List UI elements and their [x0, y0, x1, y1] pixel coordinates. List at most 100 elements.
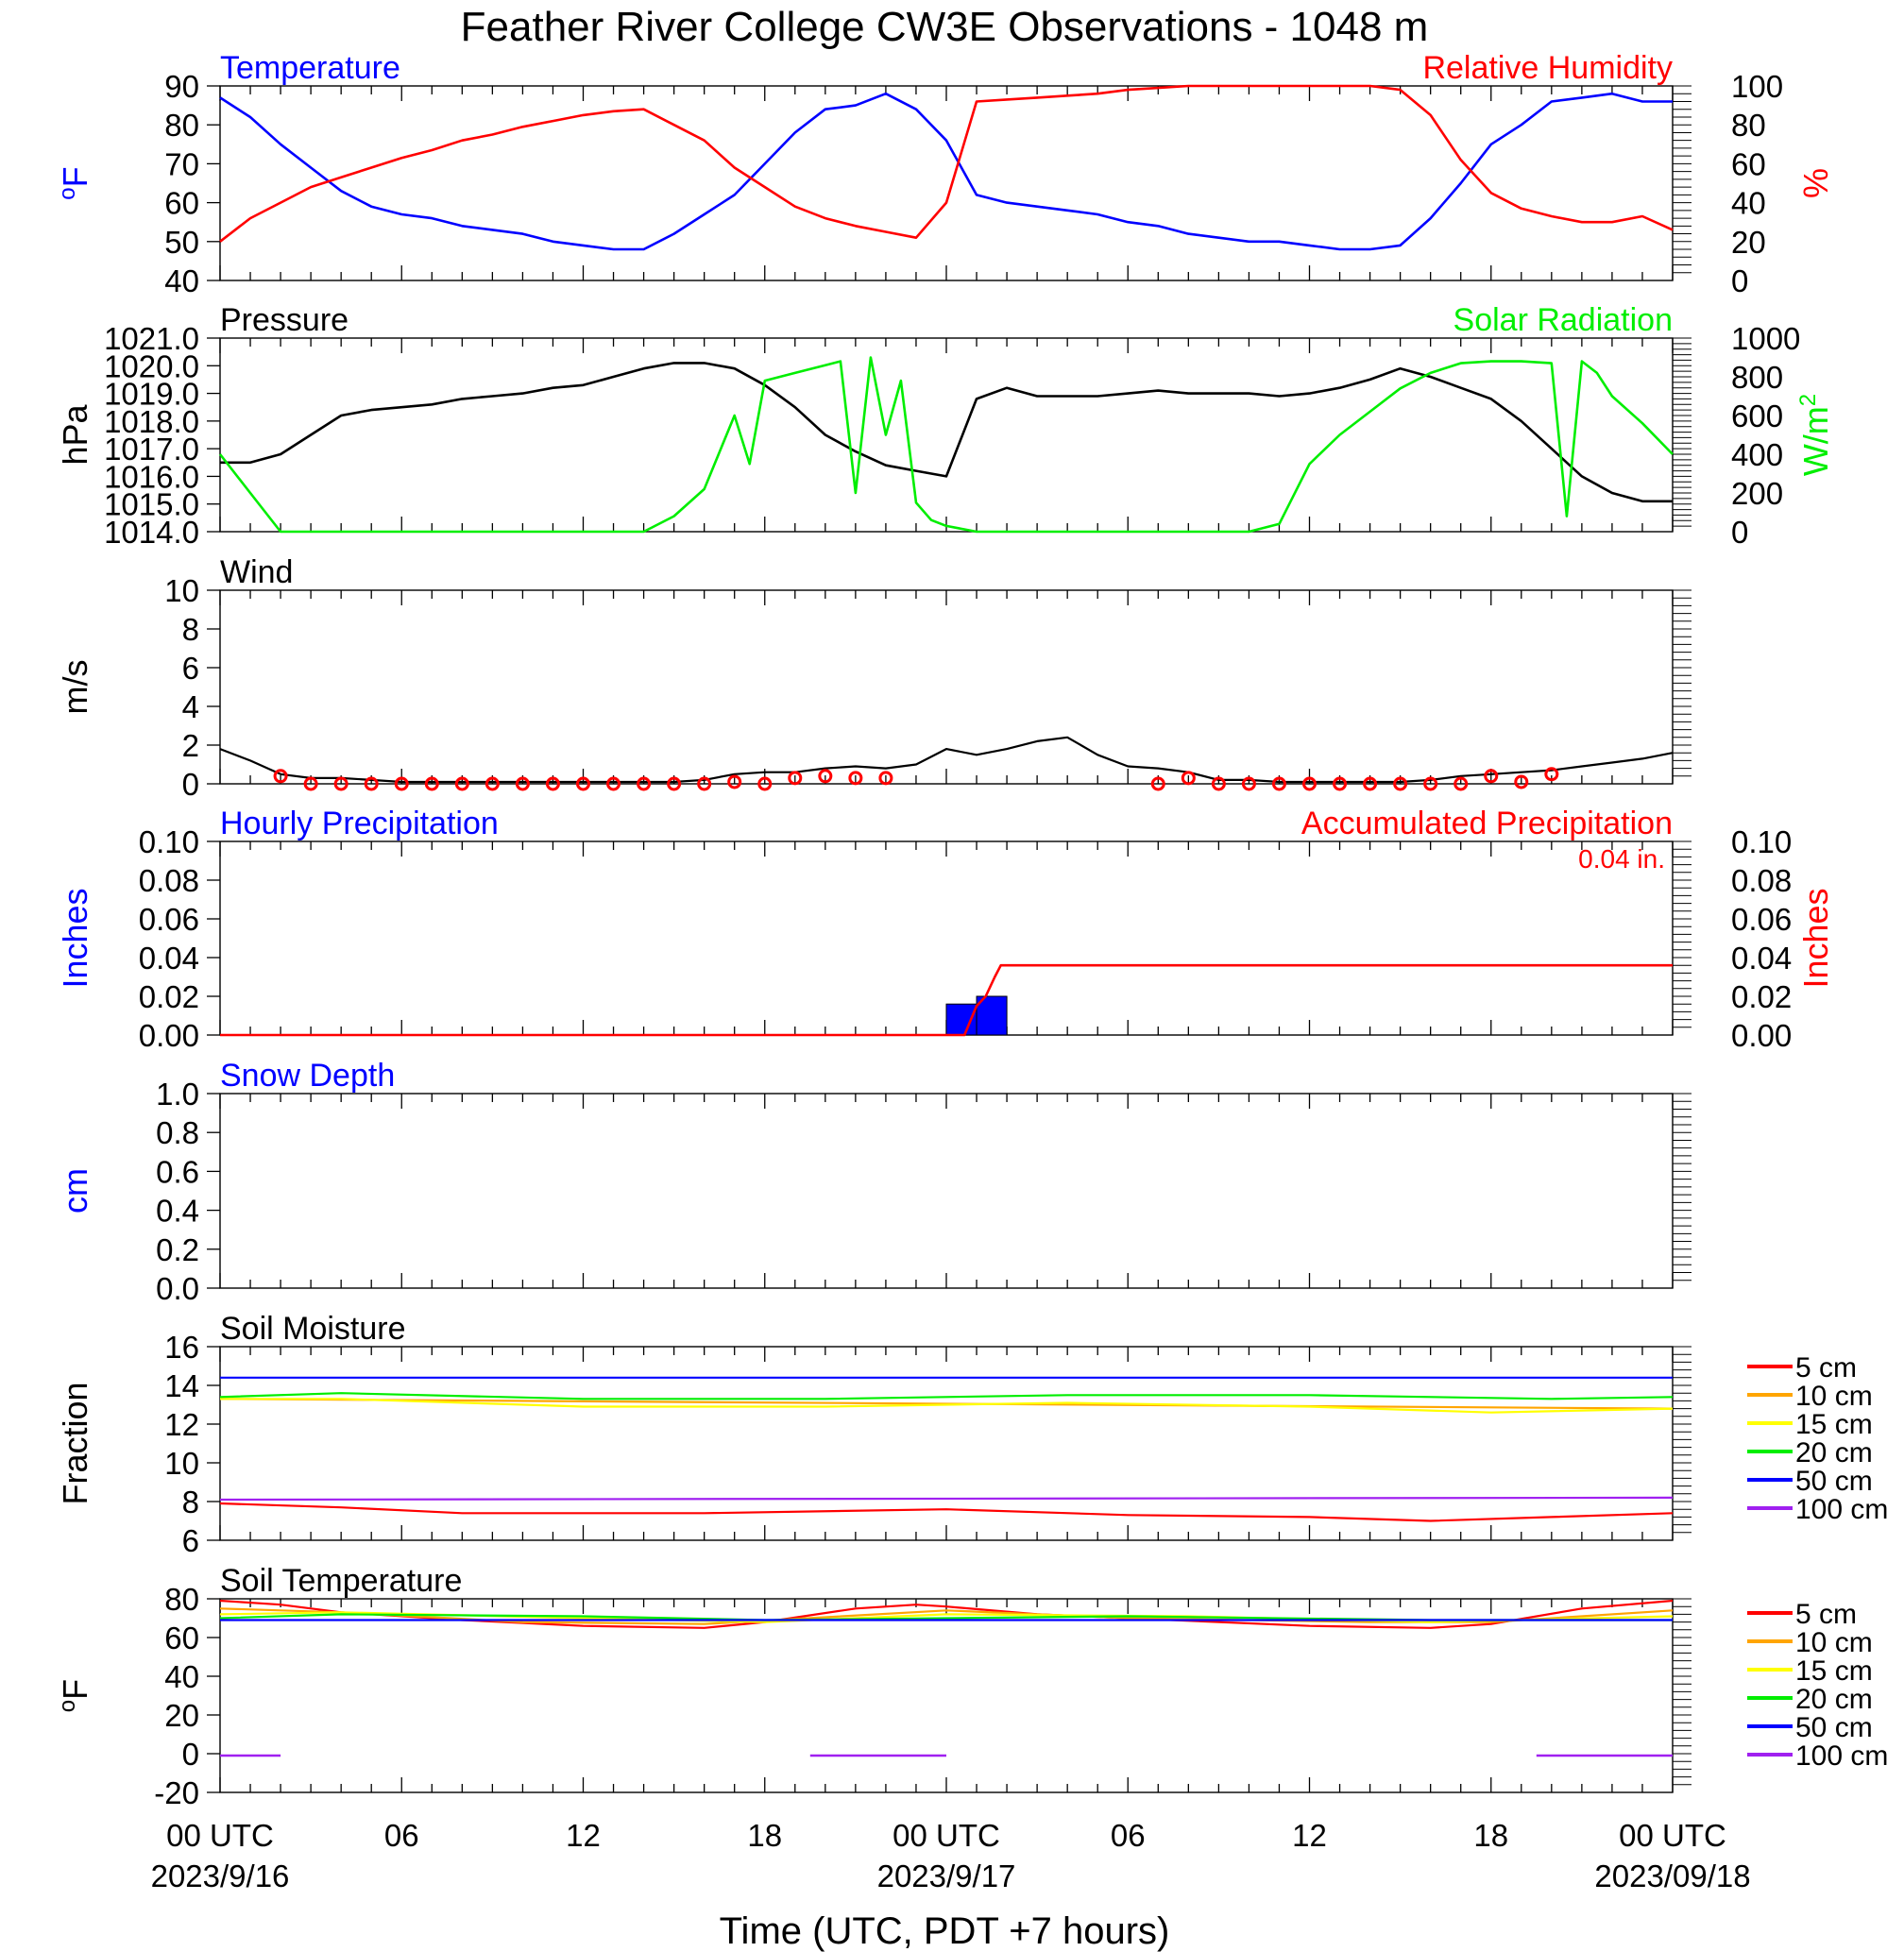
- panel-title-right: Solar Radiation: [1454, 302, 1673, 338]
- wind-marker: [303, 776, 318, 791]
- series-line: [220, 362, 1673, 503]
- x-tick-label: 06: [384, 1818, 419, 1853]
- y-tick-label-right: 0.06: [1731, 902, 1792, 937]
- y-tick-label: 1017.0: [104, 432, 199, 467]
- series-line: [219, 1502, 1674, 1522]
- series-line: [219, 92, 1673, 251]
- y-tick-label: 0.08: [139, 863, 199, 898]
- y-axis-label-left: oF: [55, 1679, 95, 1712]
- wind-marker: [1544, 767, 1559, 782]
- legend-label: 10 cm: [1795, 1627, 1873, 1658]
- y-tick-label-right: 0: [1731, 515, 1748, 550]
- x-tick-label: 18: [1473, 1818, 1508, 1853]
- wind-marker: [1333, 776, 1348, 791]
- y-tick-label: 8: [182, 1485, 199, 1519]
- legend-label: 100 cm: [1795, 1494, 1888, 1525]
- wind-marker: [637, 776, 652, 791]
- x-tick-label: 18: [747, 1818, 782, 1853]
- y-tick-label: 60: [164, 186, 199, 221]
- wind-marker: [1181, 771, 1196, 786]
- wind-marker: [576, 776, 590, 791]
- wind-marker: [727, 774, 742, 789]
- y-axis-label-right: %: [1796, 168, 1835, 198]
- y-tick-label-right: 100: [1731, 69, 1783, 104]
- y-tick-label: 1015.0: [104, 487, 199, 522]
- y-tick-label: 6: [182, 651, 199, 686]
- legend-label: 100 cm: [1795, 1740, 1888, 1772]
- y-tick-label: 80: [164, 1582, 199, 1617]
- plot-frame: [219, 337, 1674, 533]
- y-tick-label-right: 1000: [1731, 321, 1800, 356]
- y-tick-label: 0.06: [139, 902, 199, 937]
- wind-marker: [1484, 769, 1499, 784]
- panel-title-left: Temperature: [220, 50, 400, 86]
- x-tick-label: 12: [566, 1818, 601, 1853]
- y-tick-label-right: 400: [1731, 437, 1783, 472]
- legend-label: 50 cm: [1795, 1466, 1873, 1497]
- y-tick-label: 0: [182, 767, 199, 802]
- y-tick-label: 1021.0: [104, 321, 199, 356]
- wind-marker: [273, 769, 288, 784]
- y-tick-label: 40: [164, 263, 199, 298]
- panel-2: 0 2 46 8 10 m/s Wind: [56, 554, 1692, 802]
- y-tick-label: 14: [164, 1368, 199, 1403]
- legend-label: 50 cm: [1795, 1712, 1873, 1743]
- wind-marker: [424, 776, 439, 791]
- y-tick-label: 1019.0: [104, 377, 199, 412]
- panel-title-right: Relative Humidity: [1422, 50, 1673, 86]
- y-tick-label: 12: [164, 1407, 199, 1442]
- legend-label: 15 cm: [1795, 1655, 1873, 1687]
- legend-label: 20 cm: [1795, 1684, 1873, 1715]
- panel-title-left: Snow Depth: [220, 1058, 395, 1094]
- wind-marker: [1302, 776, 1317, 791]
- wind-marker: [454, 776, 469, 791]
- wind-marker: [333, 776, 348, 791]
- series-line: [220, 1398, 1674, 1414]
- y-axis-label-left: Fraction: [56, 1382, 94, 1504]
- panel-title-left: Soil Moisture: [220, 1311, 406, 1347]
- y-axis-label-left: m/s: [56, 660, 94, 715]
- panel-title-left: Soil Temperature: [220, 1563, 462, 1599]
- y-axis-label-left: cm: [56, 1168, 94, 1214]
- panel-4: 0.0 0.20.4 0.6 0.81.0 cm Snow Depth: [56, 1058, 1692, 1306]
- y-tick-label-right: 0.08: [1731, 863, 1792, 898]
- plot-frame: [219, 589, 1674, 785]
- x-date-label: 2023/9/16: [151, 1859, 290, 1893]
- y-tick-label-right: 0.04: [1731, 941, 1792, 976]
- x-axis-label: Time (UTC, PDT +7 hours): [720, 1910, 1170, 1952]
- panel-title-left: Wind: [220, 554, 293, 590]
- time-axis: 00 UTC 06 12 18 00 UTC 06 12 18 00 UTC 2023/9/16 2…: [151, 1818, 1751, 1893]
- wind-marker: [394, 776, 409, 791]
- wind-marker: [878, 771, 893, 786]
- x-tick-label: 00 UTC: [892, 1818, 1000, 1853]
- y-tick-label: 1018.0: [104, 404, 199, 439]
- y-tick-label-right: 0: [1731, 263, 1748, 298]
- y-tick-label: 1014.0: [104, 515, 199, 550]
- y-axis-label-left: hPa: [56, 403, 94, 465]
- panel-title-left: Pressure: [220, 302, 348, 338]
- y-tick-label: 0.2: [156, 1232, 199, 1267]
- y-tick-label-right: 800: [1731, 360, 1783, 395]
- y-tick-label-right: 0.02: [1731, 979, 1792, 1014]
- wind-marker: [1211, 776, 1226, 791]
- wind-marker: [1454, 776, 1469, 791]
- y-tick-label: 0.10: [139, 824, 199, 859]
- y-tick-label-right: 0.00: [1731, 1018, 1792, 1053]
- y-tick-label: 10: [164, 573, 199, 608]
- y-tick-label-right: 60: [1731, 146, 1766, 181]
- legend-label: 10 cm: [1795, 1381, 1873, 1412]
- wind-marker: [1423, 776, 1438, 791]
- legend-label: 5 cm: [1795, 1599, 1857, 1630]
- panel-1: 1014.01015.01016.01017.01018.01019.01020…: [56, 302, 1835, 550]
- y-tick-label: 40: [164, 1659, 199, 1694]
- y-tick-label: 10: [164, 1446, 199, 1481]
- y-tick-label: -20: [154, 1775, 199, 1810]
- y-tick-label: 16: [164, 1330, 199, 1365]
- series-line: [218, 356, 1674, 534]
- wind-marker: [515, 776, 530, 791]
- wind-marker: [1363, 776, 1378, 791]
- wind-marker: [757, 776, 773, 791]
